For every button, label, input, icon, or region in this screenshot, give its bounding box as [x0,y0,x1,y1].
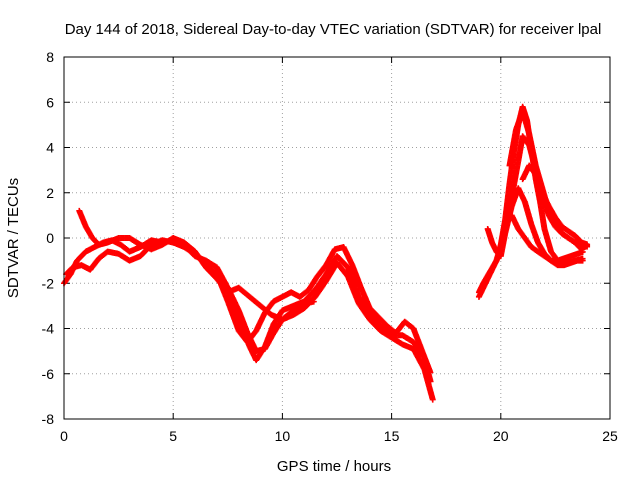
data-point [429,396,436,403]
series-s9 [519,162,591,248]
x-tick-label: 5 [169,428,177,444]
x-tick-label: 25 [602,428,618,444]
series-s1 [61,237,434,385]
axis-ticks: 0 5 10 15 20 25 -8 -6 -4 -2 0 2 4 6 8 [42,49,618,444]
series-s2 [63,237,434,376]
y-tick-label: 8 [46,49,54,65]
x-tick-label: 20 [493,428,509,444]
x-tick-label: 0 [60,428,68,444]
y-tick-label: -2 [42,275,55,291]
y-tick-label: 0 [46,230,54,246]
grid-lines [64,57,610,419]
y-tick-label: -6 [42,366,55,382]
y-tick-label: -8 [42,411,55,427]
data-point [579,248,586,255]
plot-frame [63,56,611,420]
series-s4 [224,259,436,403]
x-tick-label: 15 [384,428,400,444]
y-tick-label: 6 [46,94,54,110]
data-point [584,241,591,248]
x-axis-label: GPS time / hours [277,458,391,475]
data-point [579,257,586,264]
y-tick-label: 4 [46,140,54,156]
data-points [61,103,591,403]
x-tick-label: 10 [275,428,291,444]
y-tick-label: 2 [46,185,54,201]
y-tick-label: -4 [42,321,55,337]
y-axis-label: SDTVAR / TECUs [5,178,22,298]
series-s10 [508,212,586,264]
series-s3 [76,207,317,323]
chart-title: Day 144 of 2018, Sidereal Day-to-day VTE… [65,21,602,38]
